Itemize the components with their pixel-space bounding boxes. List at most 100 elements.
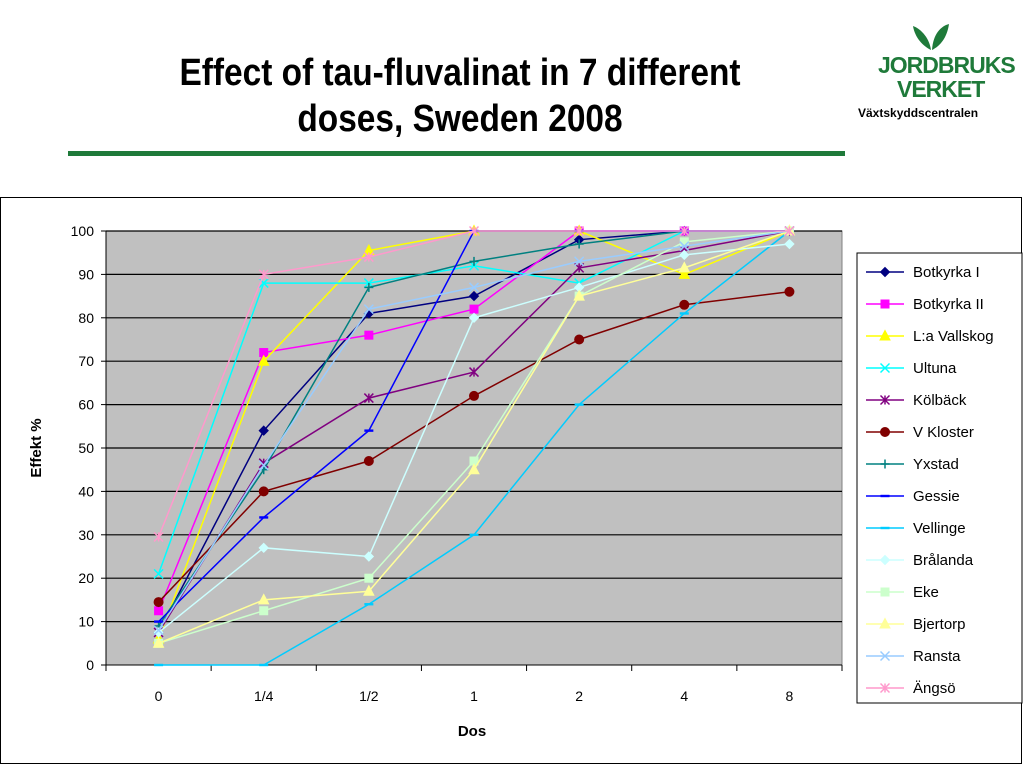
- data-point: [469, 390, 479, 401]
- data-point: [784, 286, 795, 297]
- series-5: [153, 286, 795, 608]
- data-point: [469, 533, 479, 536]
- y-tick-label: 40: [78, 483, 94, 499]
- data-point: [679, 299, 690, 310]
- legend-item: Botkyrka II: [866, 296, 984, 313]
- legend-item: Eke: [866, 584, 939, 601]
- data-point: [468, 290, 480, 302]
- legend-item: Bjertorp: [866, 616, 966, 633]
- data-point: [469, 256, 479, 266]
- y-tick-label: 20: [78, 570, 94, 586]
- data-point: [574, 334, 585, 345]
- legend-marker: [880, 587, 890, 597]
- data-point: [678, 267, 691, 279]
- data-point: [259, 606, 269, 616]
- series-lines: [152, 224, 796, 667]
- legend-box: [856, 252, 1023, 704]
- data-point: [468, 312, 480, 324]
- legend-item: Kölbäck: [866, 392, 967, 409]
- legend-item: Yxstad: [866, 456, 959, 473]
- legend-item: L:a Vallskog: [866, 328, 994, 345]
- data-point: [154, 620, 164, 623]
- data-point: [573, 289, 585, 301]
- series-9: [153, 238, 795, 638]
- legend-label: Ultuna: [913, 360, 957, 377]
- data-point: [574, 225, 585, 237]
- leaf-icon: [913, 24, 949, 50]
- data-point: [574, 403, 584, 406]
- data-point: [468, 463, 480, 475]
- data-point: [679, 241, 690, 252]
- data-point: [363, 551, 375, 562]
- logo-subtitle: Växtskyddscentralen: [858, 106, 979, 120]
- data-point: [574, 239, 584, 249]
- data-point: [784, 225, 795, 237]
- data-point: [678, 261, 691, 273]
- legend-marker: [879, 554, 891, 566]
- legend-marker: [880, 526, 890, 530]
- y-tick-label: 100: [71, 223, 95, 239]
- x-axis-label: Dos: [458, 723, 486, 740]
- data-point: [679, 225, 690, 237]
- data-point: [468, 225, 480, 237]
- legend-label: Vellinge: [913, 520, 966, 537]
- legend-item: Gessie: [866, 488, 960, 505]
- x-tick-label: 1: [470, 688, 478, 704]
- data-point: [152, 636, 165, 648]
- data-point: [363, 393, 374, 404]
- data-point: [364, 429, 374, 432]
- legend-marker: [880, 494, 890, 498]
- logo-word-1: JORDBRUKS: [878, 52, 1016, 78]
- data-point: [364, 603, 374, 606]
- legend-marker: [879, 362, 891, 374]
- data-point: [153, 625, 164, 636]
- data-point: [363, 456, 374, 467]
- x-tick-label: 0: [155, 688, 163, 704]
- data-point: [153, 597, 164, 608]
- data-point: [364, 282, 374, 292]
- x-tick-label: 8: [786, 688, 794, 704]
- y-tick-label: 80: [78, 310, 94, 326]
- y-tick-label: 10: [78, 614, 94, 630]
- y-tick-label: 60: [78, 397, 94, 413]
- data-point: [363, 304, 374, 315]
- data-point: [153, 531, 164, 543]
- logo-word-2: VERKET: [897, 76, 985, 102]
- y-tick-label: 70: [78, 353, 94, 369]
- slide-title-line-1: Effect of tau-fluvalinat in 7 different: [179, 52, 741, 94]
- legend-marker: [879, 329, 891, 341]
- data-point: [257, 354, 270, 366]
- legend-marker: [879, 266, 891, 278]
- legend-label: Gessie: [913, 488, 960, 505]
- data-point: [258, 425, 269, 436]
- legend-marker: [880, 299, 890, 309]
- x-tick-label: 1/4: [254, 688, 274, 704]
- title-underline: [68, 151, 845, 156]
- x-tick-label: 4: [680, 688, 688, 704]
- legend-item: Brålanda: [866, 552, 974, 569]
- y-tick-label: 90: [78, 266, 94, 282]
- legend-label: Botkyrka II: [913, 296, 984, 313]
- data-point: [784, 238, 795, 250]
- data-point: [154, 663, 164, 667]
- y-tick-label: 0: [86, 657, 94, 673]
- series-13: [153, 225, 795, 543]
- legend-item: V Kloster: [866, 424, 974, 441]
- legend-marker: [879, 650, 891, 662]
- x-tick-label: 1/2: [359, 688, 379, 704]
- data-point: [679, 237, 689, 247]
- data-point: [258, 460, 269, 471]
- series-12: [153, 225, 795, 636]
- data-point: [258, 542, 269, 554]
- y-axis-label: Effekt %: [28, 418, 45, 477]
- legend-label: Ängsö: [913, 680, 956, 697]
- legend-label: Botkyrka I: [913, 264, 980, 281]
- legend-item: Ängsö: [866, 680, 956, 697]
- slide-title: Effect of tau-fluvalinat in 7 different …: [108, 50, 812, 142]
- data-point: [259, 516, 269, 519]
- legend-label: Bjertorp: [913, 616, 966, 633]
- data-point: [258, 486, 269, 497]
- legend-marker: [879, 394, 891, 406]
- x-tick-label: 2: [575, 688, 583, 704]
